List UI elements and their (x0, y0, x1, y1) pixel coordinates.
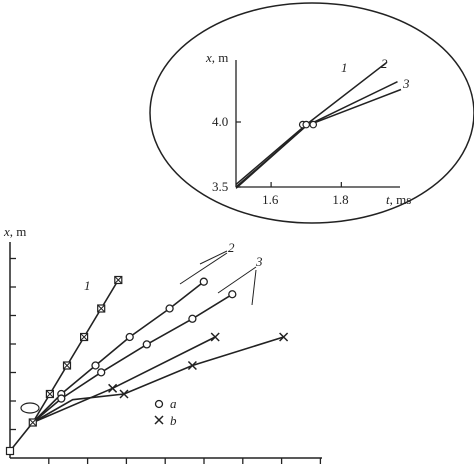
square-marker-cross (29, 419, 37, 426)
cross-marker (187, 360, 197, 371)
series-line-3 (32, 293, 233, 424)
main-y-axis-label: x, m (3, 224, 26, 239)
circle-marker (97, 368, 106, 377)
inset: 1.6 1.8 3.5 4.0 x, m t, ms 1 2 3 (149, 2, 474, 224)
circle-marker (142, 340, 151, 349)
leader-3b (251, 269, 257, 306)
square-marker-cross (97, 305, 105, 312)
legend-label-b: b (170, 413, 177, 428)
inset-x-tick-label: 1.8 (332, 192, 348, 207)
series-line-2 (32, 281, 205, 424)
legend-circle-marker (154, 399, 164, 409)
circle-marker (228, 290, 237, 299)
main-markers (5, 275, 289, 456)
inset-y-tick-label: 3.5 (212, 179, 228, 194)
circle-marker (165, 304, 174, 313)
inset-frame (149, 2, 474, 224)
circle-marker (199, 277, 208, 286)
cross-marker (119, 389, 129, 399)
start-highlight (20, 402, 40, 414)
main-plot: x, m 1 2 3 a b (3, 224, 322, 464)
circle-marker (125, 332, 134, 342)
inset-circle-marker (302, 120, 311, 129)
inset-x-axis-label: t, ms (386, 192, 411, 207)
square-marker-cross (46, 390, 54, 398)
main-series (9, 279, 284, 452)
inset-series-label-2: 2 (381, 56, 388, 71)
series-label-2: 2 (228, 240, 235, 255)
inset-ticks: 1.6 1.8 3.5 4.0 (212, 114, 349, 207)
cross-marker (279, 332, 289, 342)
inset-series-label-1: 1 (341, 60, 348, 75)
series-line-extra-4 (32, 336, 216, 424)
legend: a b (154, 396, 177, 428)
inset-circle-marker (309, 120, 318, 129)
circle-marker (57, 394, 66, 403)
inset-x-tick-label: 1.6 (262, 192, 279, 207)
legend-cross-marker (154, 415, 164, 425)
cross-marker (210, 332, 220, 342)
square-marker-cross (114, 276, 122, 284)
legend-label-a: a (170, 396, 177, 411)
series-label-1: 1 (84, 278, 91, 293)
circle-marker (188, 314, 197, 323)
main-ticks (10, 257, 322, 464)
leader-2a (199, 250, 228, 265)
circle-marker (91, 361, 100, 370)
inset-markers (298, 120, 318, 129)
cross-marker (108, 383, 118, 393)
inset-y-axis-label: x, m (205, 50, 228, 65)
series-label-3: 3 (255, 254, 263, 269)
square-marker-cross (80, 333, 88, 341)
series-line-extra-3 (32, 336, 284, 424)
inset-y-tick-label: 4.0 (212, 114, 228, 129)
origin-marker (5, 446, 15, 456)
inset-series-label-3: 3 (402, 76, 410, 91)
square-marker-cross (63, 362, 71, 369)
leader-2b (179, 252, 228, 285)
leader-3a (217, 266, 257, 294)
